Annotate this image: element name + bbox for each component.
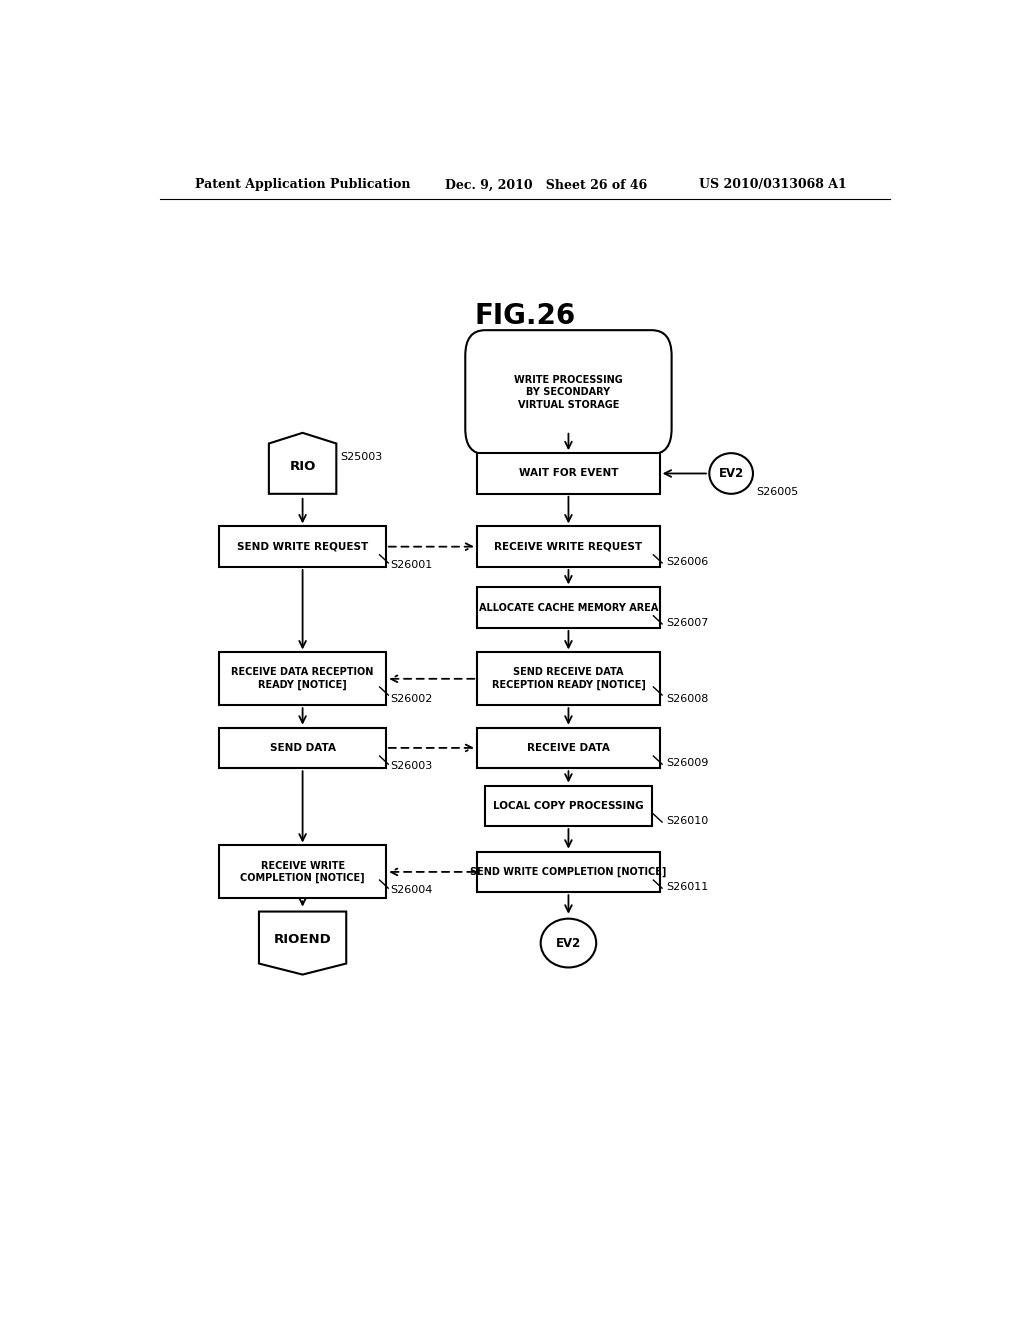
FancyBboxPatch shape: [465, 330, 672, 454]
Text: RECEIVE DATA RECEPTION
READY [NOTICE]: RECEIVE DATA RECEPTION READY [NOTICE]: [231, 668, 374, 690]
Bar: [477, 652, 659, 705]
Text: S26002: S26002: [390, 694, 432, 704]
Ellipse shape: [710, 453, 753, 494]
Text: FIG.26: FIG.26: [474, 302, 575, 330]
Bar: [219, 527, 386, 568]
Text: S26011: S26011: [666, 882, 709, 892]
Text: S26009: S26009: [666, 758, 709, 768]
Text: SEND RECEIVE DATA
RECEPTION READY [NOTICE]: SEND RECEIVE DATA RECEPTION READY [NOTIC…: [492, 668, 645, 690]
Bar: [477, 527, 659, 568]
Text: US 2010/0313068 A1: US 2010/0313068 A1: [699, 178, 847, 191]
Polygon shape: [259, 912, 346, 974]
Text: Dec. 9, 2010   Sheet 26 of 46: Dec. 9, 2010 Sheet 26 of 46: [445, 178, 648, 191]
Bar: [477, 851, 659, 892]
Polygon shape: [269, 433, 336, 494]
Text: RIO: RIO: [290, 459, 315, 473]
Text: S26008: S26008: [666, 694, 709, 704]
Text: SEND WRITE COMPLETION [NOTICE]: SEND WRITE COMPLETION [NOTICE]: [470, 867, 667, 876]
Text: S26004: S26004: [390, 886, 432, 895]
Text: WAIT FOR EVENT: WAIT FOR EVENT: [519, 469, 618, 478]
Text: SEND WRITE REQUEST: SEND WRITE REQUEST: [237, 541, 369, 552]
Text: S26001: S26001: [390, 560, 432, 570]
Bar: [219, 846, 386, 899]
Bar: [477, 727, 659, 768]
Text: Patent Application Publication: Patent Application Publication: [196, 178, 411, 191]
Ellipse shape: [541, 919, 596, 968]
Bar: [477, 453, 659, 494]
Text: ALLOCATE CACHE MEMORY AREA: ALLOCATE CACHE MEMORY AREA: [479, 603, 658, 612]
Text: S26005: S26005: [757, 487, 799, 496]
Bar: [219, 727, 386, 768]
Text: S26006: S26006: [666, 557, 709, 566]
Text: S26003: S26003: [390, 762, 432, 771]
Text: S26007: S26007: [666, 618, 709, 628]
Text: RECEIVE DATA: RECEIVE DATA: [527, 743, 610, 752]
Text: WRITE PROCESSING
BY SECONDARY
VIRTUAL STORAGE: WRITE PROCESSING BY SECONDARY VIRTUAL ST…: [514, 375, 623, 409]
Text: SEND DATA: SEND DATA: [269, 743, 336, 752]
Text: EV2: EV2: [719, 467, 743, 480]
Text: EV2: EV2: [556, 937, 581, 949]
Text: S26010: S26010: [666, 816, 709, 826]
Bar: [219, 652, 386, 705]
Bar: [485, 785, 652, 826]
Text: RIOEND: RIOEND: [273, 933, 332, 946]
Text: LOCAL COPY PROCESSING: LOCAL COPY PROCESSING: [494, 801, 644, 810]
Text: RECEIVE WRITE REQUEST: RECEIVE WRITE REQUEST: [495, 541, 642, 552]
Text: S25003: S25003: [341, 453, 383, 462]
Bar: [477, 587, 659, 628]
Text: RECEIVE WRITE
COMPLETION [NOTICE]: RECEIVE WRITE COMPLETION [NOTICE]: [241, 861, 365, 883]
